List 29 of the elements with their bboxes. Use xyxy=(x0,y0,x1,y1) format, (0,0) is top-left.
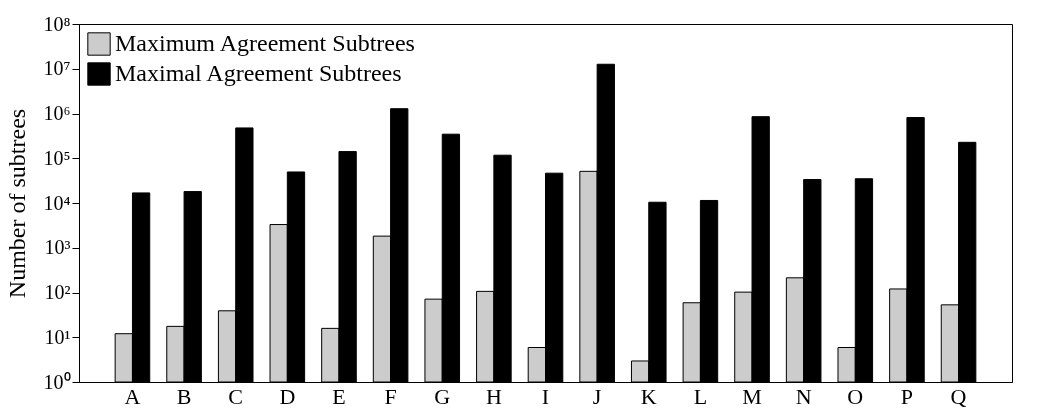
y-tick-label: 10³ xyxy=(44,236,71,259)
y-tick-label: 10⁶ xyxy=(43,102,71,124)
y-tick-label: 10⁴ xyxy=(43,191,71,214)
x-tick-label: D xyxy=(279,383,296,409)
y-tick-label: 10² xyxy=(44,281,71,303)
x-tick-label: B xyxy=(176,383,192,409)
y-tick-label: 10¹ xyxy=(44,325,71,348)
x-tick-label: H xyxy=(485,383,502,409)
x-tick-label: P xyxy=(900,383,914,409)
y-tick-label: 10⁸ xyxy=(43,12,71,35)
x-tick-label: M xyxy=(742,383,762,409)
x-tick-label: G xyxy=(434,383,451,409)
y-tick-label: 10⁰ xyxy=(43,370,71,393)
x-tick-label: J xyxy=(592,383,602,409)
x-tick-label: O xyxy=(847,383,864,409)
legend-label: Maximal Agreement Subtrees xyxy=(115,60,402,86)
y-axis-title: Number of subtrees xyxy=(3,108,30,299)
x-tick-label: I xyxy=(541,383,550,409)
x-tick-label: L xyxy=(693,383,708,409)
y-tick-label: 10⁵ xyxy=(43,146,71,169)
x-tick-label: F xyxy=(384,383,397,409)
x-tick-label: A xyxy=(124,383,141,409)
x-tick-label: C xyxy=(228,383,244,409)
x-tick-label: N xyxy=(795,383,812,409)
x-tick-label: E xyxy=(332,383,346,409)
x-tick-label: K xyxy=(640,383,657,409)
x-tick-label: Q xyxy=(950,383,967,409)
y-tick-label: 10⁷ xyxy=(43,57,71,80)
legend-label: Maximum Agreement Subtrees xyxy=(115,30,415,56)
